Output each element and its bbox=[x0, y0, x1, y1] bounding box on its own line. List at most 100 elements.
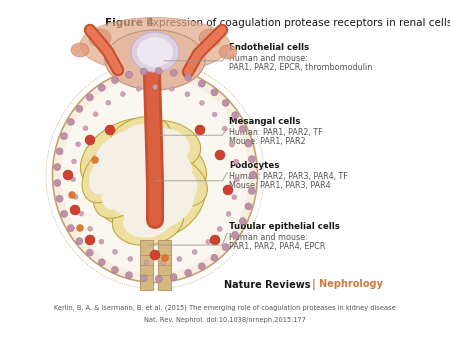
Text: PAR1, PAR2, PAR4, EPCR: PAR1, PAR2, PAR4, EPCR bbox=[229, 242, 326, 251]
Circle shape bbox=[217, 226, 222, 232]
Circle shape bbox=[232, 195, 237, 200]
Circle shape bbox=[211, 89, 218, 96]
Ellipse shape bbox=[81, 118, 170, 192]
Circle shape bbox=[63, 170, 73, 180]
Circle shape bbox=[112, 77, 118, 83]
Ellipse shape bbox=[127, 141, 193, 189]
Circle shape bbox=[155, 275, 162, 283]
Ellipse shape bbox=[199, 29, 221, 47]
Circle shape bbox=[128, 257, 133, 261]
Text: Figure 4: Figure 4 bbox=[105, 18, 154, 28]
Circle shape bbox=[105, 125, 115, 135]
Circle shape bbox=[230, 142, 234, 147]
Circle shape bbox=[245, 203, 252, 210]
Text: Kerlin, B. A. & Isermann, B. et al. (2015) The emerging role of coagulation prot: Kerlin, B. A. & Isermann, B. et al. (201… bbox=[54, 305, 396, 311]
Circle shape bbox=[67, 225, 74, 232]
Circle shape bbox=[248, 155, 255, 163]
Circle shape bbox=[248, 187, 255, 194]
Circle shape bbox=[239, 218, 246, 225]
Circle shape bbox=[70, 205, 80, 215]
Ellipse shape bbox=[137, 37, 173, 67]
Ellipse shape bbox=[113, 131, 207, 199]
Circle shape bbox=[83, 126, 88, 131]
Text: Podocytes: Podocytes bbox=[229, 161, 279, 170]
Circle shape bbox=[61, 210, 68, 217]
Text: Human: PAR1, PAR2, TF: Human: PAR1, PAR2, TF bbox=[229, 128, 323, 138]
Text: Tubular epithelial cells: Tubular epithelial cells bbox=[229, 222, 340, 231]
Circle shape bbox=[88, 226, 93, 231]
Circle shape bbox=[226, 211, 231, 216]
Circle shape bbox=[211, 254, 218, 261]
Circle shape bbox=[98, 259, 105, 266]
Circle shape bbox=[126, 272, 133, 279]
Circle shape bbox=[85, 235, 95, 245]
Circle shape bbox=[223, 185, 233, 195]
Ellipse shape bbox=[109, 117, 171, 163]
Circle shape bbox=[67, 118, 74, 125]
Circle shape bbox=[86, 249, 93, 256]
Text: Human: PAR2, PAR3, PAR4, TF: Human: PAR2, PAR3, PAR4, TF bbox=[229, 172, 348, 182]
Circle shape bbox=[126, 71, 133, 78]
Circle shape bbox=[232, 112, 238, 119]
Circle shape bbox=[198, 263, 205, 270]
Ellipse shape bbox=[105, 30, 205, 90]
Ellipse shape bbox=[135, 172, 205, 238]
Ellipse shape bbox=[71, 43, 89, 57]
Circle shape bbox=[232, 231, 238, 238]
Circle shape bbox=[106, 100, 111, 105]
Circle shape bbox=[76, 238, 83, 245]
Circle shape bbox=[184, 74, 192, 81]
Circle shape bbox=[155, 68, 162, 75]
Circle shape bbox=[199, 100, 204, 105]
Circle shape bbox=[54, 164, 61, 171]
Circle shape bbox=[215, 150, 225, 160]
Ellipse shape bbox=[89, 29, 111, 47]
Circle shape bbox=[76, 142, 81, 147]
Text: PAR1, PAR2, EPCR, thrombomodulin: PAR1, PAR2, EPCR, thrombomodulin bbox=[229, 63, 373, 72]
Circle shape bbox=[162, 255, 168, 262]
Ellipse shape bbox=[82, 147, 128, 203]
Circle shape bbox=[222, 99, 229, 106]
Ellipse shape bbox=[143, 153, 207, 207]
Circle shape bbox=[99, 239, 104, 244]
Ellipse shape bbox=[101, 170, 139, 210]
Circle shape bbox=[206, 239, 211, 244]
Ellipse shape bbox=[145, 182, 195, 228]
Ellipse shape bbox=[112, 195, 184, 245]
Circle shape bbox=[98, 84, 105, 91]
Text: Human and mouse:: Human and mouse: bbox=[229, 233, 308, 242]
Circle shape bbox=[198, 80, 205, 87]
Circle shape bbox=[212, 112, 217, 117]
Text: | Nephrology: | Nephrology bbox=[312, 280, 383, 290]
Ellipse shape bbox=[129, 121, 201, 169]
Ellipse shape bbox=[110, 173, 170, 217]
Circle shape bbox=[140, 275, 147, 282]
Ellipse shape bbox=[61, 76, 249, 274]
Circle shape bbox=[112, 266, 118, 273]
Circle shape bbox=[192, 249, 197, 255]
Text: Mesangal cells: Mesangal cells bbox=[229, 117, 301, 126]
Ellipse shape bbox=[131, 32, 179, 72]
Circle shape bbox=[54, 179, 61, 187]
Ellipse shape bbox=[118, 124, 162, 156]
Circle shape bbox=[245, 140, 252, 147]
Circle shape bbox=[195, 125, 205, 135]
Text: Expression of coagulation protease receptors in renal cells: Expression of coagulation protease recep… bbox=[143, 18, 450, 28]
Bar bbox=[140, 240, 153, 290]
Circle shape bbox=[136, 86, 141, 91]
Circle shape bbox=[112, 249, 117, 255]
Circle shape bbox=[93, 112, 98, 117]
Circle shape bbox=[169, 86, 174, 91]
Circle shape bbox=[120, 92, 125, 97]
Circle shape bbox=[68, 192, 76, 198]
Circle shape bbox=[72, 159, 76, 164]
Circle shape bbox=[170, 273, 177, 281]
Ellipse shape bbox=[219, 45, 237, 59]
Circle shape bbox=[56, 195, 63, 202]
Circle shape bbox=[56, 148, 63, 155]
Circle shape bbox=[222, 126, 227, 131]
Ellipse shape bbox=[152, 162, 198, 198]
Circle shape bbox=[73, 194, 78, 199]
Circle shape bbox=[86, 94, 93, 101]
Text: Human and mouse:: Human and mouse: bbox=[229, 54, 308, 63]
